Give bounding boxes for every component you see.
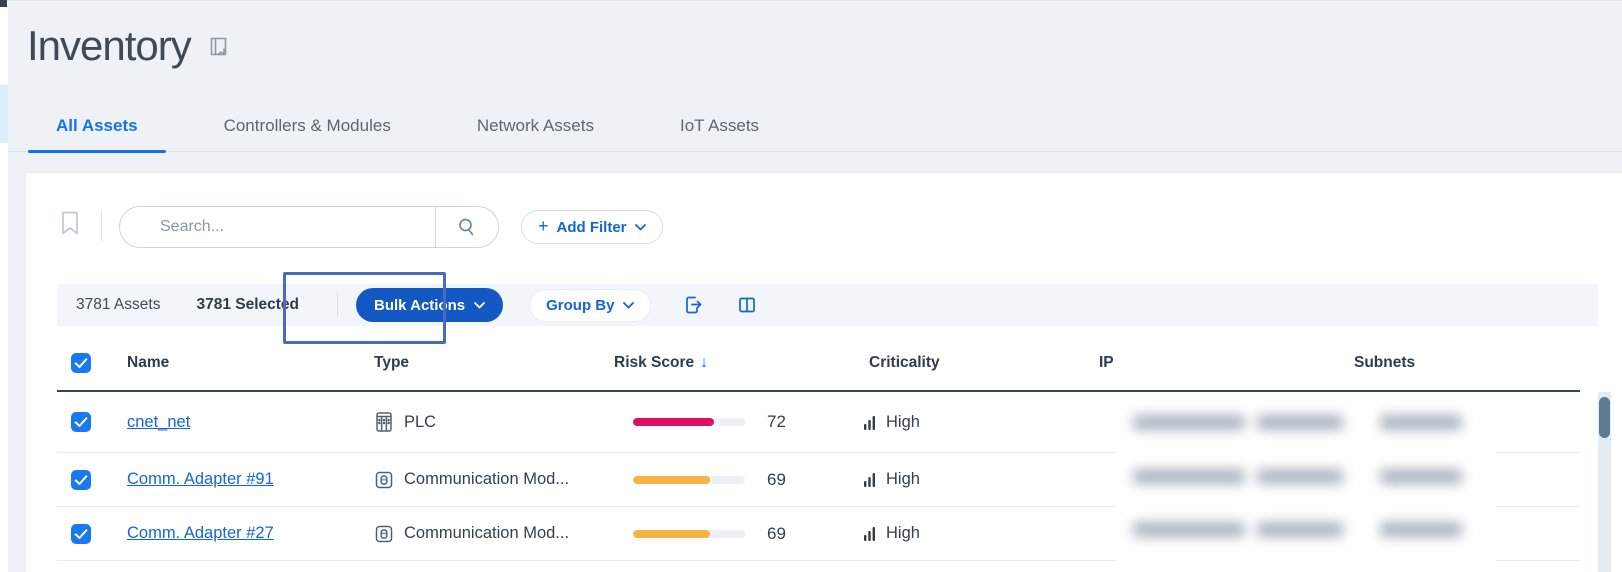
page-title: Inventory [27,22,192,69]
search-icon [459,218,474,236]
group-by-label: Group By [546,296,615,314]
asset-name-link[interactable]: cnet_net [127,412,191,431]
asset-type-label: Communication Mod... [404,470,570,488]
selected-count: 3781 Selected [196,296,299,313]
column-header-ip[interactable]: IP [1099,353,1114,371]
columns-icon [739,297,756,313]
vertical-scrollbar-thumb[interactable] [1599,397,1610,438]
risk-score-value: 69 [767,469,786,489]
risk-bar-track [633,418,745,426]
tab-all-assets[interactable]: All Assets [28,116,166,153]
saved-filters-bookmark-icon[interactable] [59,209,81,237]
risk-score-cell: 69 [600,524,855,544]
asset-name-link[interactable]: Comm. Adapter #91 [127,470,274,488]
plus-icon: + [538,215,549,236]
table-toolbar: 3781 Assets 3781 Selected Bulk Actions G… [57,284,1598,326]
table-row: cnet_net PLC 72 High [57,392,1580,453]
column-header-risk-score[interactable]: Risk Score ↓ [614,353,709,371]
chevron-down-icon [634,223,646,231]
export-button[interactable] [681,293,705,317]
risk-bar-fill [633,418,714,426]
tab-bar: All Assets Controllers & Modules Network… [28,114,787,153]
risk-bar-fill [633,475,711,484]
search-input[interactable] [120,207,435,247]
tabs-bottom-border [8,151,1622,152]
redacted-subnet-blob [1380,522,1462,537]
redacted-subnet-blob [1380,415,1462,430]
criticality-label: High [886,412,920,431]
table-row: Comm. Adapter #91 Communication Mod... 6… [57,453,1580,507]
redacted-ip-blob [1257,415,1343,430]
criticality-cell: High [855,470,1085,489]
chevron-down-icon [474,301,486,309]
tab-controllers-modules[interactable]: Controllers & Modules [223,116,391,135]
column-header-type[interactable]: Type [374,353,410,371]
bulk-actions-label: Bulk Actions [374,296,466,314]
risk-score-cell: 69 [600,470,855,490]
page-header: Inventory [27,22,230,70]
asset-name-link[interactable]: Comm. Adapter #27 [127,524,274,542]
sidebar-active-indicator [0,85,8,143]
sidebar-edge [0,2,8,572]
chevron-down-icon [623,301,635,309]
toolbar-divider [337,293,338,317]
export-icon [686,296,702,314]
tab-network-assets[interactable]: Network Assets [476,116,594,135]
bulk-actions-button[interactable]: Bulk Actions [356,288,504,322]
search-divider [435,207,436,247]
redacted-ip-blob [1133,522,1245,537]
risk-score-cell: 72 [600,412,855,432]
top-border [0,0,1622,2]
criticality-cell: High [855,524,1085,543]
criticality-cell: High [855,413,1085,432]
row-checkbox[interactable] [71,469,91,490]
risk-score-value: 72 [767,412,786,431]
sidebar-corner [0,0,7,7]
group-by-button[interactable]: Group By [529,288,652,322]
criticality-bars-icon [864,473,875,487]
table-row: Comm. Adapter #27 Communication Mod... 6… [57,507,1580,561]
risk-bar-fill [633,529,711,538]
communication-module-icon [375,525,393,542]
criticality-label: High [886,470,920,488]
criticality-label: High [886,524,920,542]
criticality-bars-icon [864,415,875,430]
assets-count: 3781 Assets [76,296,161,313]
redacted-ip-blob [1257,522,1343,537]
search-bar [119,206,499,248]
select-all-checkbox[interactable] [71,352,91,373]
column-header-name[interactable]: Name [127,353,170,371]
risk-bar-track [633,475,745,484]
columns-button[interactable] [735,293,759,317]
redacted-subnet-blob [1380,469,1462,484]
column-header-subnets[interactable]: Subnets [1354,353,1416,371]
search-button[interactable] [436,207,498,247]
book-icon[interactable] [207,35,230,58]
communication-module-icon [375,471,393,488]
controls-divider [101,210,102,241]
risk-score-value: 69 [767,523,786,543]
assets-table: Name Type Risk Score ↓ Criticality IP Sub… [57,335,1580,561]
row-checkbox[interactable] [71,523,91,544]
plc-icon [376,412,392,432]
asset-type-label: Communication Mod... [404,524,570,542]
column-header-criticality[interactable]: Criticality [869,353,940,371]
add-filter-button[interactable]: + Add Filter [521,210,663,244]
risk-bar-track [633,529,745,538]
sort-descending-icon[interactable]: ↓ [700,353,709,371]
redacted-ip-blob [1257,469,1343,484]
asset-type-label: PLC [404,412,437,431]
criticality-bars-icon [864,527,875,541]
redacted-ip-blob [1133,415,1245,430]
table-header-row: Name Type Risk Score ↓ Criticality IP Sub… [57,335,1580,392]
redacted-ip-blob [1133,469,1245,484]
add-filter-label: Add Filter [556,218,627,236]
redacted-data-panel [1116,400,1496,572]
tab-iot-assets[interactable]: IoT Assets [679,116,760,135]
row-checkbox[interactable] [71,412,91,432]
content-card: + Add Filter 3781 Assets 3781 Selected B… [25,172,1622,572]
